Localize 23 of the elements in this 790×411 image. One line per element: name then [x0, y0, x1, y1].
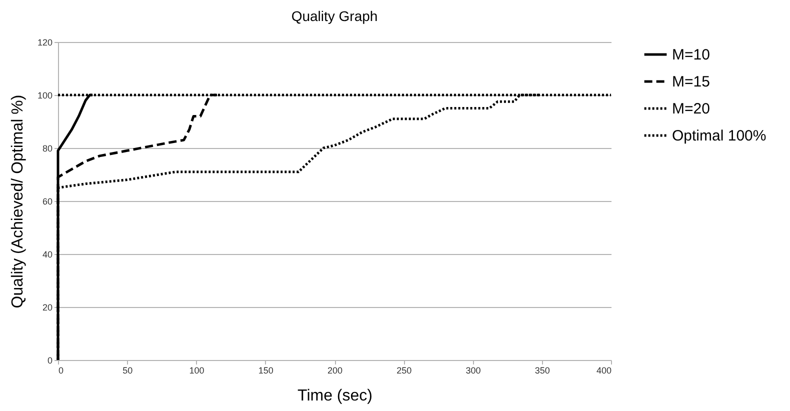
legend-label: M=15 [672, 74, 710, 90]
x-tick-label: 250 [396, 366, 412, 376]
x-tick-label: 400 [596, 366, 612, 376]
x-axis-title: Time (sec) [298, 388, 372, 404]
chart-title: Quality Graph [291, 8, 378, 24]
y-tick-label: 60 [42, 196, 52, 206]
y-axis-title: Quality (Achieved/ Optimal %) [9, 94, 26, 308]
y-tick-label: 120 [37, 38, 52, 48]
x-tick-label: 0 [58, 366, 64, 376]
legend-label: M=10 [672, 46, 710, 64]
x-tick-label: 150 [258, 366, 274, 376]
x-tick-label: 200 [327, 366, 343, 376]
y-tick-label: 100 [37, 90, 52, 100]
y-tick-label: 0 [47, 356, 52, 366]
legend-label: M=20 [672, 100, 710, 118]
x-tick-label: 100 [189, 366, 204, 376]
x-tick-label: 350 [534, 366, 550, 376]
y-tick-label: 80 [42, 144, 52, 154]
legend-label: Optimal 100% [672, 128, 766, 144]
y-tick-label: 40 [42, 250, 52, 260]
y-tick-label: 20 [42, 302, 52, 312]
x-tick-label: 300 [466, 366, 481, 376]
x-tick-label: 50 [122, 366, 133, 376]
